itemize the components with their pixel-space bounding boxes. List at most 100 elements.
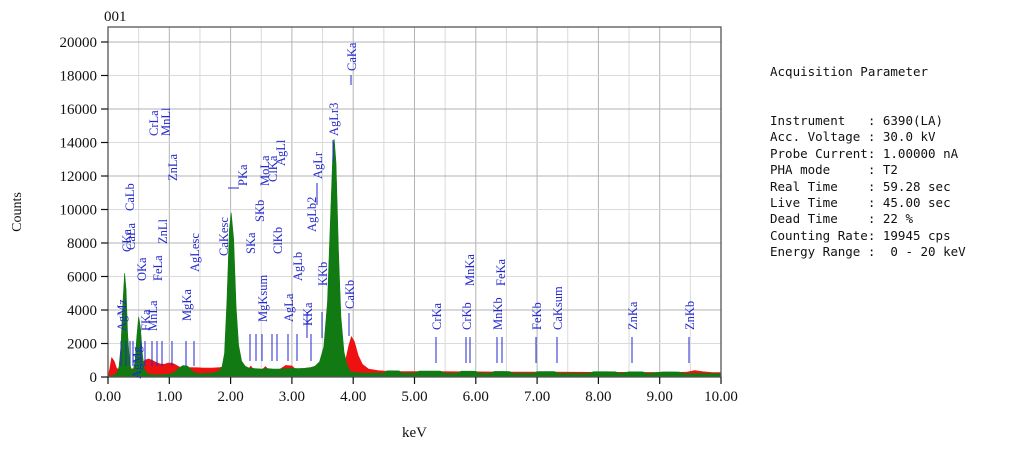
y-tick-label: 12000	[60, 169, 98, 185]
peak-label-KKb: KKb	[316, 262, 330, 286]
y-tick-label: 6000	[67, 270, 97, 286]
y-tick-label: 4000	[67, 303, 97, 319]
x-axis-label: keV	[402, 425, 427, 441]
peak-label-AgLesc: AgLesc	[188, 233, 202, 272]
acq-row-energy-range: Energy Range : 0 - 20 keV	[770, 244, 966, 260]
peak-label-AgLr3: AgLr3	[327, 103, 341, 136]
acq-value: : 6390(LA)	[867, 113, 944, 129]
peak-label-CrLa: CrLa	[147, 110, 161, 136]
peak-label-AgLa: AgLa	[282, 293, 296, 322]
peak-label-CaKsum: CaKsum	[551, 286, 565, 330]
acq-key: Real Time	[770, 178, 838, 194]
acq-key: PHA mode	[770, 162, 831, 178]
y-tick-label: 18000	[60, 69, 98, 85]
acq-value: : T2	[867, 162, 898, 178]
peak-label-AgLb: AgLb	[291, 252, 305, 281]
peak-label-AgLb2: AgLb2	[305, 197, 319, 232]
peak-label-CaKb: CaKb	[343, 280, 357, 309]
acq-value: : 19945 cps	[867, 227, 951, 243]
acq-key: Dead Time	[770, 211, 838, 227]
peak-label-MnKb: MnKb	[491, 297, 505, 330]
peak-label-MoLa: MoLa	[258, 155, 272, 186]
x-tick-label: 8.00	[585, 389, 611, 405]
x-tick-label: 6.00	[463, 389, 489, 405]
peak-label-ZnKa: ZnKa	[626, 301, 640, 330]
acquisition-title: Acquisition Parameter	[770, 63, 929, 79]
peak-label-KKa: KKa	[301, 302, 315, 326]
acq-value: : 0 - 20 keV	[867, 244, 966, 260]
acq-row-dead-time: Dead Time : 22 %	[770, 211, 966, 227]
acq-key: Live Time	[770, 195, 838, 211]
peak-label-MnLl: MnLl	[159, 107, 173, 136]
y-tick-label: 14000	[60, 136, 98, 152]
peak-label-MnLa: MnLa	[146, 300, 160, 331]
peak-label-MgKa: MgKa	[180, 289, 194, 321]
acq-row-probe-current: Probe Current: 1.00000 nA	[770, 146, 966, 162]
peak-label-ZnLa: ZnLa	[166, 153, 180, 181]
peak-label-FeLa: FeLa	[151, 255, 165, 281]
peak-label-CKa: CKa	[120, 229, 134, 252]
peak-label-CaKesc: CaKesc	[217, 217, 231, 256]
x-tick-label: 2.00	[217, 389, 243, 405]
acq-value: : 45.00 sec	[867, 195, 951, 211]
y-tick-label: 2000	[67, 337, 97, 353]
y-tick-label: 16000	[60, 102, 98, 118]
y-tick-label: 0	[90, 370, 98, 386]
acq-key: Instrument	[770, 113, 846, 129]
plot-title: 001	[104, 9, 127, 25]
y-tick-label: 10000	[60, 203, 98, 219]
peak-label-FKa: FKa	[139, 309, 153, 331]
peak-label-PKa: PKa	[236, 164, 250, 186]
peak-label-ClKb: ClKb	[271, 227, 285, 254]
peak-label-OKa: OKa	[135, 257, 149, 281]
acq-key: Acc. Voltage	[770, 129, 861, 145]
x-tick-label: 7.00	[524, 389, 550, 405]
peak-label-FeKb: FeKb	[530, 302, 544, 330]
peak-label-FeKa: FeKa	[494, 258, 508, 286]
peak-label-ClKa: ClKa	[266, 155, 280, 182]
peak-label-MnKa: MnKa	[463, 254, 477, 286]
acq-row-pha-mode: PHA mode : T2	[770, 162, 966, 178]
acq-row-live-time: Live Time : 45.00 sec	[770, 195, 966, 211]
acq-row-acc-voltage: Acc. Voltage : 30.0 kV	[770, 129, 966, 145]
acquisition-parameters-panel: Acquisition Parameter Instrument : 6390(L…	[770, 31, 966, 294]
acq-key: Counting Rate	[770, 227, 868, 243]
x-tick-label: 0.00	[95, 389, 121, 405]
peak-label-AgMz: AgMz	[115, 299, 129, 331]
acquisition-rows: Instrument : 6390(LA) Acc. Voltage : 30.0 k…	[770, 113, 966, 261]
acq-value: : 59.28 sec	[867, 178, 951, 194]
y-tick-label: 20000	[60, 35, 98, 51]
x-tick-label: 3.00	[279, 389, 305, 405]
peak-label-MgKsum: MgKsum	[256, 274, 270, 322]
peak-label-AgMg: AgMg	[130, 346, 144, 379]
peak-label-CaLb: CaLb	[123, 183, 137, 211]
peak-label-SKa: SKa	[244, 232, 258, 254]
x-tick-label: 10.00	[704, 389, 738, 405]
acq-row-instrument: Instrument : 6390(LA)	[770, 113, 966, 129]
acq-value: : 22 %	[867, 211, 913, 227]
acq-value: : 30.0 kV	[867, 129, 936, 145]
peak-label-SKb: SKb	[253, 200, 267, 222]
y-axis-label: Counts	[10, 192, 25, 232]
peak-label-ZnLl: ZnLl	[156, 218, 170, 244]
peak-label-ZnKb: ZnKb	[683, 301, 697, 330]
acq-row-counting-rate: Counting Rate: 19945 cps	[770, 228, 966, 244]
y-tick-label: 8000	[67, 236, 97, 252]
x-tick-label: 4.00	[340, 389, 366, 405]
acq-row-real-time: Real Time : 59.28 sec	[770, 179, 966, 195]
acq-key: Probe Current	[770, 145, 868, 161]
peak-label-AgLl: AgLl	[274, 139, 288, 166]
acq-key: Energy Range	[770, 244, 861, 260]
peak-label-CaLa: CaLa	[124, 222, 138, 250]
x-tick-label: 9.00	[647, 389, 673, 405]
peak-label-AgLr: AgLr	[311, 151, 325, 179]
peak-label-CrKa: CrKa	[430, 302, 444, 330]
peak-label-CrKb: CrKb	[460, 302, 474, 330]
x-tick-label: 5.00	[401, 389, 427, 405]
peak-label-CaKa: CaKa	[345, 42, 359, 71]
acq-value: : 1.00000 nA	[867, 145, 959, 161]
x-tick-label: 1.00	[156, 389, 182, 405]
spectrum-green-series	[107, 139, 722, 378]
